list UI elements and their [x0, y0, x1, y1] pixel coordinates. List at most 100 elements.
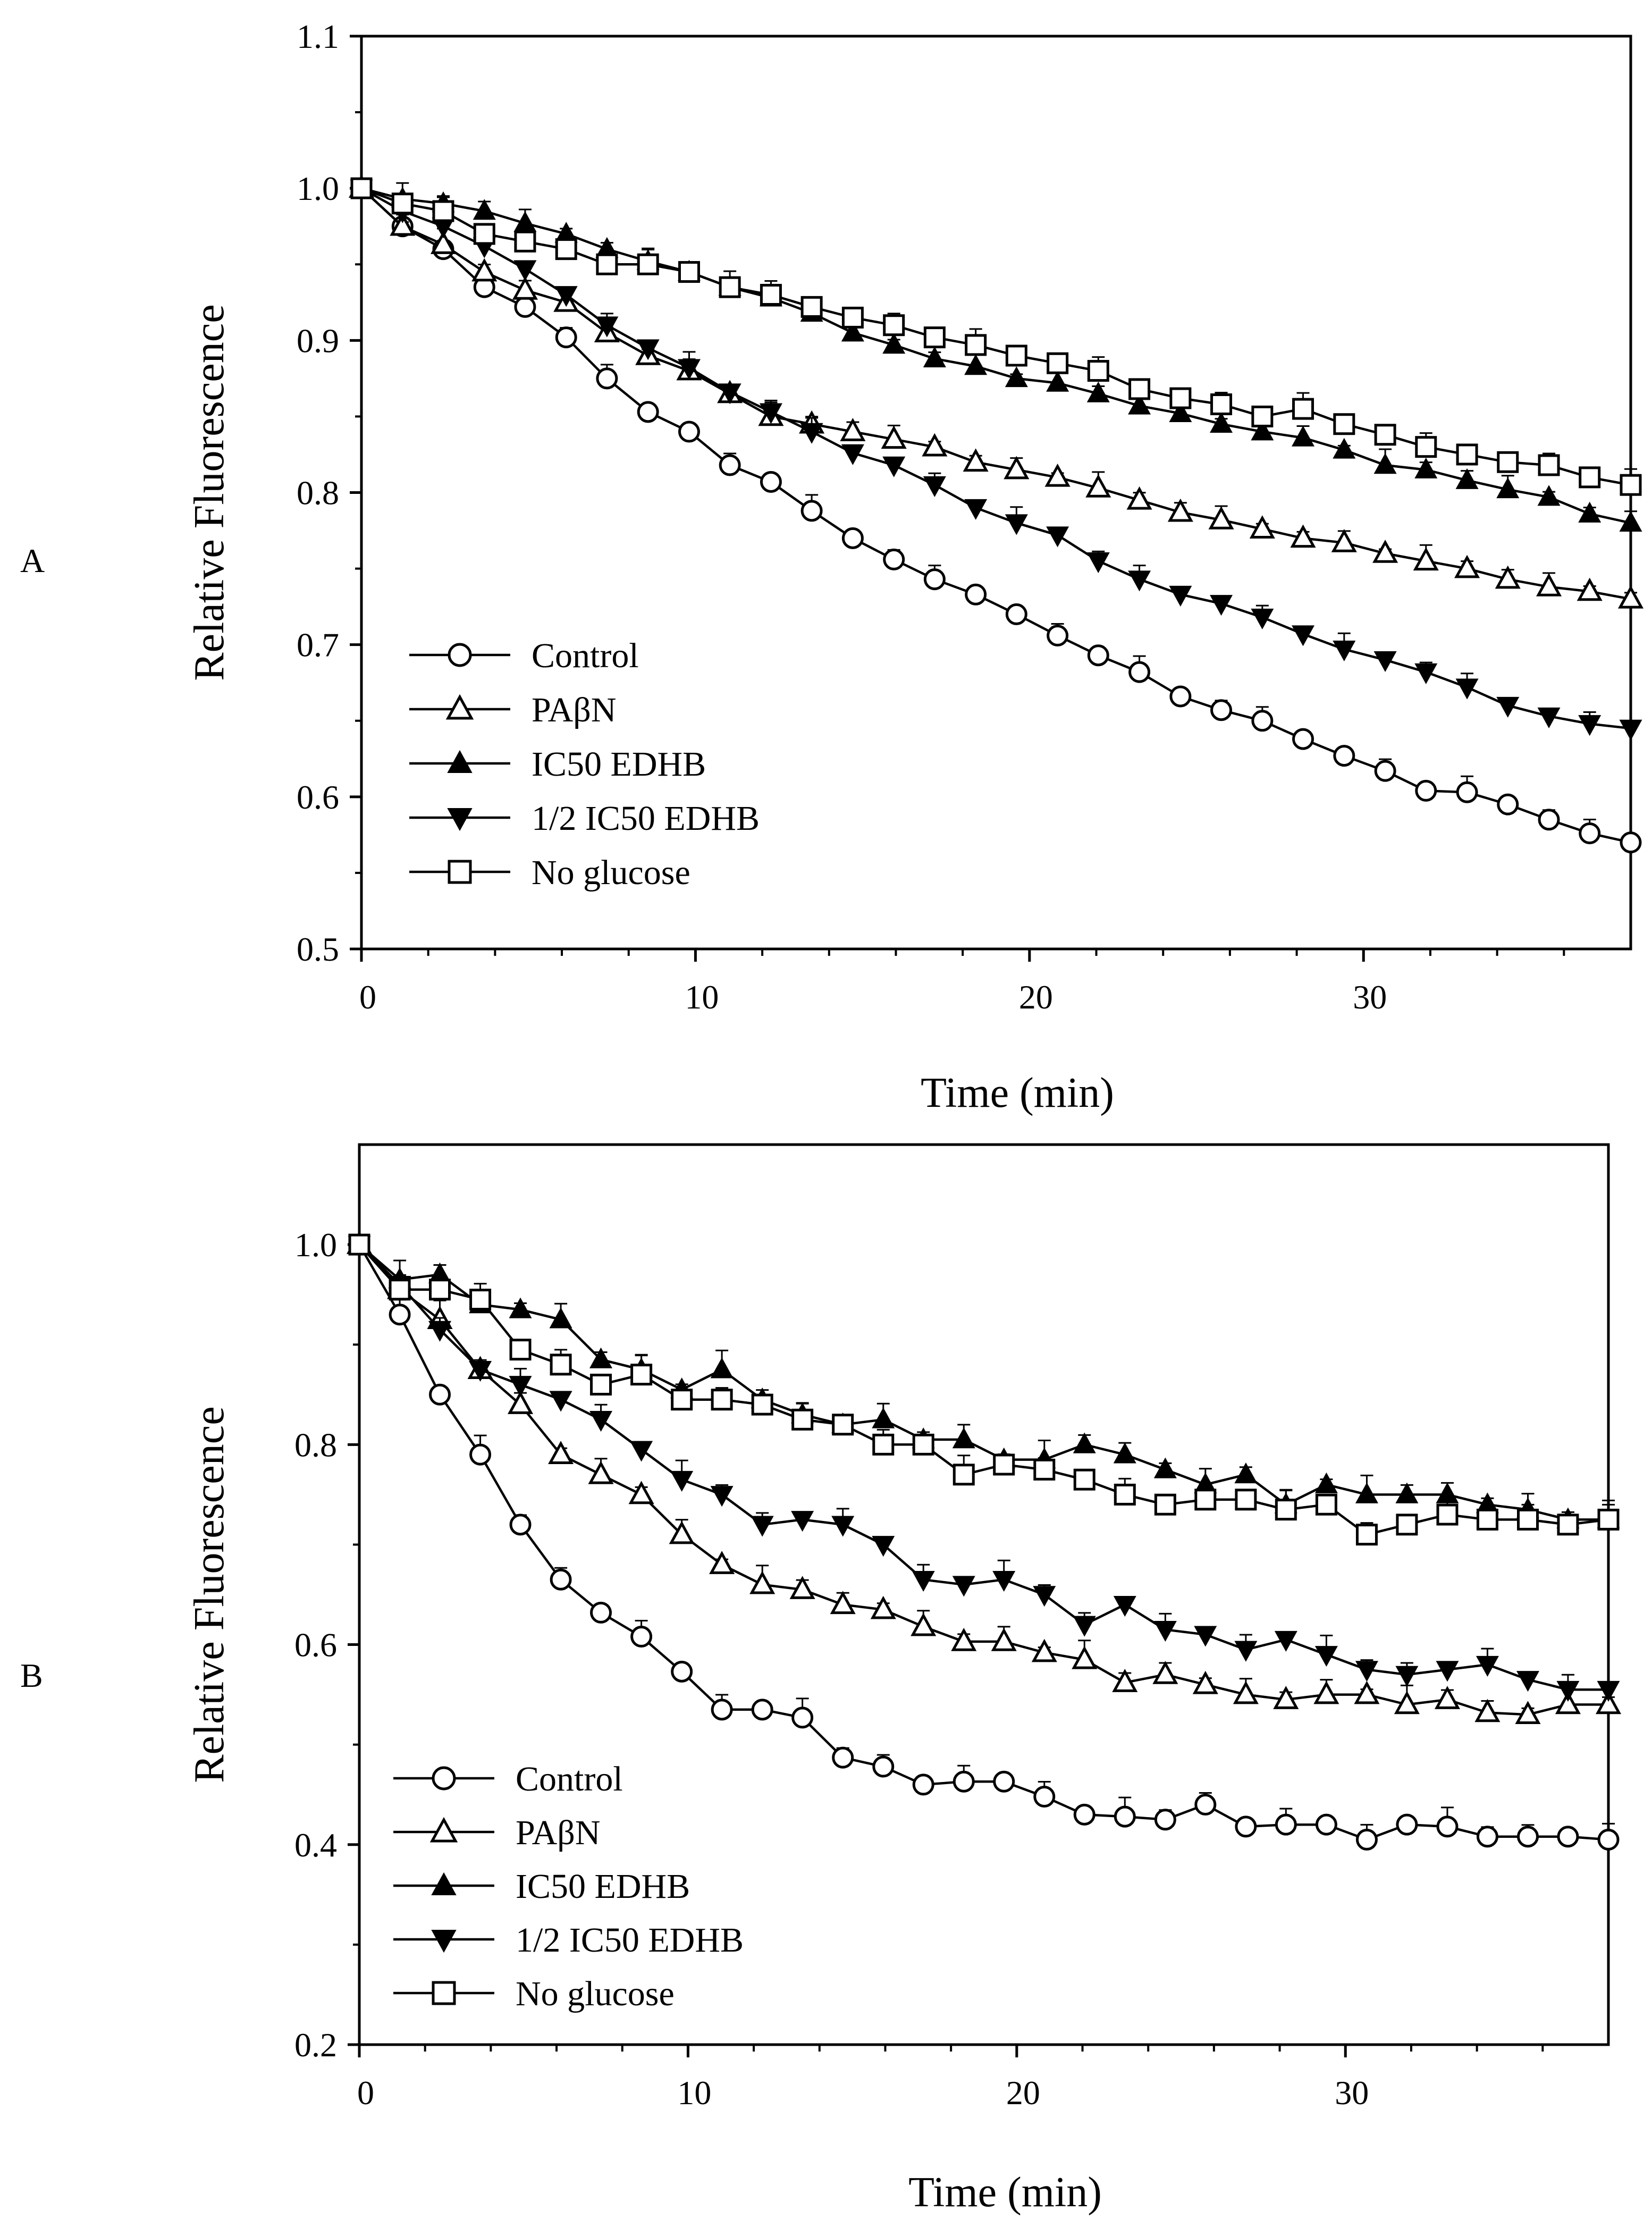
data-point — [1579, 822, 1601, 845]
data-point — [1235, 1489, 1257, 1511]
series-line — [358, 1243, 1608, 1691]
data-point — [832, 1746, 854, 1769]
legend-item-control: Control — [393, 1760, 623, 1798]
data-point — [350, 177, 373, 199]
data-point — [1274, 1630, 1297, 1652]
legend-label: IC50 EDHB — [516, 1867, 690, 1906]
data-point — [800, 500, 823, 522]
data-point — [348, 1233, 370, 1256]
data-point — [1578, 715, 1602, 736]
data-point — [549, 1391, 572, 1412]
data-point — [1476, 1655, 1499, 1677]
data-point — [1086, 552, 1110, 574]
data-point — [882, 456, 906, 477]
data-point — [1394, 1691, 1420, 1714]
data-point — [670, 1470, 694, 1492]
data-point — [1169, 685, 1192, 708]
data-point — [509, 1376, 532, 1397]
series-control — [348, 1233, 1620, 1851]
legend-item-control: Control — [409, 636, 639, 675]
data-point — [923, 346, 946, 367]
series-pabn — [346, 1231, 1622, 1725]
data-point — [1233, 1680, 1259, 1704]
data-point — [1396, 1514, 1418, 1536]
data-point — [1354, 1680, 1380, 1704]
data-point — [1536, 573, 1562, 596]
data-point — [469, 1289, 492, 1311]
data-point — [1436, 1503, 1459, 1526]
data-point — [923, 476, 946, 497]
data-point — [709, 1551, 735, 1574]
legend-marker — [448, 860, 472, 884]
y-tick-label: 0.4 — [294, 1826, 337, 1864]
data-point — [1597, 1680, 1620, 1702]
data-point — [1313, 1680, 1339, 1704]
data-point — [1194, 1626, 1217, 1647]
y-tick-label: 0.9 — [297, 322, 339, 359]
data-point — [1086, 381, 1110, 402]
data-point — [1251, 710, 1274, 732]
data-point — [1595, 1691, 1622, 1714]
data-point — [1515, 1701, 1541, 1725]
data-point — [1275, 1813, 1297, 1836]
data-point — [760, 470, 782, 493]
data-point — [596, 367, 618, 390]
data-point — [1579, 466, 1601, 489]
data-point — [512, 276, 538, 300]
data-point — [1073, 1432, 1096, 1453]
x-tick-label: 30 — [1335, 2074, 1369, 2112]
data-point — [1128, 378, 1151, 400]
data-point — [841, 321, 864, 342]
data-point — [992, 1570, 1016, 1592]
data-point — [1415, 436, 1437, 458]
data-point — [1113, 1442, 1136, 1464]
data-point — [636, 339, 660, 360]
data-point — [882, 333, 906, 354]
data-point — [1047, 352, 1069, 374]
data-point — [964, 499, 988, 520]
data-point — [1372, 540, 1398, 563]
data-point — [1169, 387, 1192, 409]
data-point — [1516, 1671, 1539, 1692]
data-point — [630, 1626, 653, 1648]
data-point — [1496, 696, 1520, 718]
x-axis-title: Time (min) — [921, 1070, 1114, 1116]
y-tick-label: 0.8 — [294, 1426, 337, 1464]
x-tick-label: 0 — [357, 2074, 374, 2112]
data-point — [1112, 1669, 1138, 1692]
legend: Control PAβN IC50 EDHB 1/2 IC50 EDHB No gluc… — [409, 636, 760, 892]
data-point — [911, 1612, 937, 1636]
data-point — [800, 296, 823, 318]
legend-item-no-glucose: No glucose — [393, 1974, 675, 2013]
data-point — [991, 1628, 1017, 1651]
data-point — [760, 283, 782, 306]
data-point — [391, 192, 414, 215]
data-point — [1004, 456, 1030, 480]
series-line — [361, 187, 1631, 524]
data-point — [1153, 1457, 1177, 1478]
data-point — [549, 1307, 572, 1329]
data-point — [550, 1568, 572, 1591]
data-point — [513, 260, 537, 281]
data-point — [595, 316, 619, 338]
data-point — [1436, 1661, 1459, 1682]
data-point — [630, 1364, 653, 1386]
y-tick-label: 0.8 — [297, 474, 339, 512]
plot-frame — [358, 1143, 1610, 2046]
data-point — [912, 1773, 934, 1796]
data-point — [751, 1516, 774, 1537]
data-point — [1434, 1686, 1461, 1709]
data-point — [1072, 1645, 1098, 1669]
data-point — [1292, 425, 1315, 447]
data-point — [1355, 1482, 1378, 1503]
data-point — [872, 1433, 895, 1456]
data-point — [1251, 608, 1274, 629]
data-point — [883, 314, 905, 337]
data-point — [1192, 1670, 1218, 1694]
data-point — [1005, 366, 1028, 388]
data-point — [951, 1628, 977, 1651]
data-point — [1374, 424, 1396, 446]
legend-marker — [431, 1872, 457, 1895]
x-axis-title: Time (min) — [908, 2169, 1102, 2216]
data-point — [589, 1411, 613, 1432]
